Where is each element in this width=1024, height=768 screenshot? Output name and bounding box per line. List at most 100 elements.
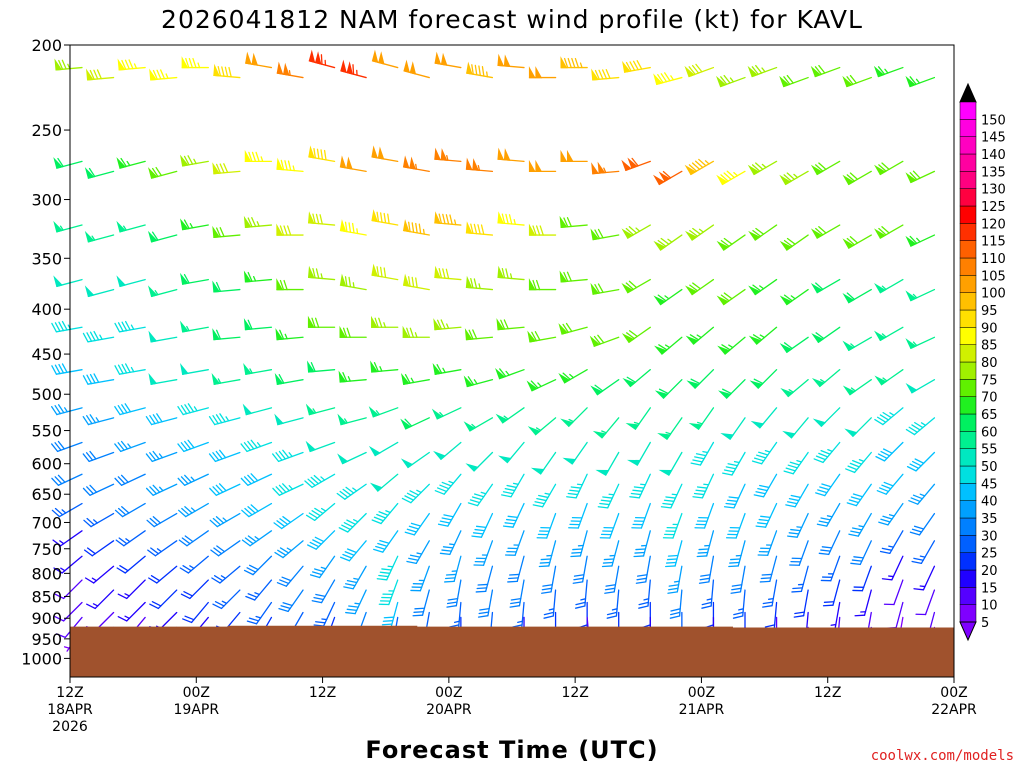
wind-barb bbox=[748, 326, 778, 345]
wind-barb bbox=[278, 589, 304, 613]
wind-barb bbox=[368, 441, 399, 457]
wind-barb bbox=[559, 270, 588, 283]
wind-barb bbox=[370, 360, 399, 373]
wind-barb bbox=[275, 328, 304, 341]
wind-barb bbox=[471, 512, 494, 538]
wind-barb bbox=[815, 473, 841, 497]
wind-barb bbox=[653, 234, 683, 251]
wind-barb bbox=[145, 450, 178, 463]
wind-barb bbox=[116, 220, 146, 233]
wind-barb bbox=[82, 450, 115, 463]
wind-barb bbox=[433, 318, 462, 331]
wind-barb bbox=[339, 540, 367, 562]
y-tick-label: 250 bbox=[31, 121, 62, 140]
wind-barb bbox=[755, 502, 778, 528]
colorbar-tick-label: 10 bbox=[981, 599, 998, 614]
colorbar-tick-label: 85 bbox=[981, 339, 998, 354]
wind-barb bbox=[307, 265, 336, 281]
wind-barb bbox=[181, 56, 209, 69]
y-tick-label: 650 bbox=[31, 485, 62, 504]
colorbar-segment bbox=[959, 344, 977, 363]
terrain-polygon bbox=[70, 625, 986, 677]
wind-barb bbox=[793, 589, 809, 618]
wind-barb bbox=[496, 318, 525, 331]
wind-barb bbox=[307, 211, 336, 226]
wind-barb bbox=[789, 540, 809, 566]
wind-barb bbox=[590, 379, 620, 396]
wind-barb bbox=[696, 530, 715, 558]
wind-barb bbox=[716, 288, 746, 306]
wind-barb bbox=[180, 154, 209, 167]
colorbar-segment bbox=[959, 292, 977, 311]
wind-barb bbox=[879, 530, 904, 555]
wind-barb bbox=[685, 224, 715, 241]
wind-barb bbox=[751, 441, 778, 465]
wind-barb bbox=[439, 530, 462, 556]
wind-barb bbox=[562, 441, 588, 465]
x-tick-label: 19APR bbox=[174, 702, 220, 718]
wind-barb bbox=[625, 407, 651, 431]
wind-barb bbox=[182, 601, 209, 624]
wind-barb bbox=[560, 149, 588, 163]
wind-barb bbox=[477, 589, 494, 618]
wind-barb bbox=[684, 158, 715, 176]
x-tick-label: 21APR bbox=[679, 702, 725, 718]
wind-barb bbox=[759, 555, 778, 583]
wind-barb bbox=[410, 565, 430, 592]
wind-barb bbox=[465, 157, 494, 173]
wind-barb bbox=[465, 451, 494, 472]
wind-barb bbox=[590, 228, 620, 241]
wind-barb bbox=[473, 540, 494, 566]
wind-barb bbox=[276, 223, 304, 236]
x-axis-label: Forecast Time (UTC) bbox=[365, 736, 658, 764]
wind-barb bbox=[402, 155, 430, 173]
wind-barb bbox=[145, 483, 178, 496]
wind-barb bbox=[635, 555, 651, 584]
wind-barb bbox=[732, 589, 746, 619]
wind-barb bbox=[337, 451, 367, 465]
colorbar-segment bbox=[959, 431, 977, 449]
wind-barb bbox=[116, 275, 146, 288]
wind-barb bbox=[244, 149, 273, 163]
wind-barb bbox=[911, 540, 936, 565]
wind-barb bbox=[463, 417, 494, 432]
wind-barb bbox=[654, 336, 683, 355]
wind-barb bbox=[725, 512, 746, 539]
wind-barb bbox=[850, 540, 872, 566]
colorbar-tick-label: 105 bbox=[981, 269, 1006, 284]
wind-barb bbox=[84, 285, 115, 298]
wind-barb bbox=[243, 555, 273, 576]
wind-barb bbox=[274, 540, 304, 559]
wind-barb bbox=[844, 417, 872, 438]
wind-barb bbox=[84, 540, 115, 557]
colorbar-tick-label: 75 bbox=[981, 373, 998, 388]
wind-barb bbox=[747, 64, 778, 78]
wind-barb bbox=[276, 278, 304, 291]
wind-barb bbox=[717, 336, 746, 355]
wind-barb bbox=[400, 451, 430, 469]
wind-barb bbox=[276, 61, 304, 79]
wind-barb bbox=[272, 483, 304, 496]
wind-barb bbox=[433, 441, 462, 461]
credit-text: coolwx.com/models bbox=[871, 748, 1014, 764]
x-tick-label: 22APR bbox=[931, 702, 977, 718]
wind-barb bbox=[180, 320, 209, 333]
wind-barb bbox=[629, 473, 651, 499]
wind-barb bbox=[446, 579, 462, 608]
wind-barb bbox=[305, 502, 336, 521]
wind-barb bbox=[338, 512, 367, 533]
wind-barb bbox=[527, 417, 557, 436]
wind-barb bbox=[311, 579, 336, 604]
wind-barb bbox=[526, 379, 557, 392]
wind-barb bbox=[779, 74, 809, 88]
wind-barb bbox=[782, 417, 809, 439]
wind-barb bbox=[810, 278, 841, 294]
wind-barb bbox=[810, 224, 841, 239]
wind-barb bbox=[874, 369, 904, 386]
colorbar-tick-label: 90 bbox=[981, 321, 998, 336]
wind-barb bbox=[873, 65, 904, 78]
wind-barb bbox=[684, 63, 715, 78]
wind-barb bbox=[779, 234, 809, 251]
